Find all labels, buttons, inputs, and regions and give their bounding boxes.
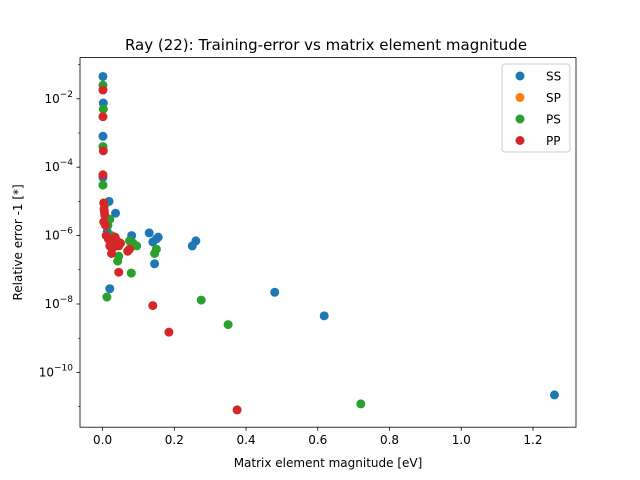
data-point-pp: [148, 301, 158, 311]
data-point-ss: [270, 287, 280, 297]
legend-box: [501, 63, 571, 153]
x-tick-label: 0.8: [380, 433, 399, 447]
data-point-pp: [103, 234, 113, 244]
legend-marker-sp: [515, 93, 525, 102]
y-tick-label: 10−10: [39, 363, 74, 379]
x-tick-label: 0.6: [308, 433, 327, 447]
data-point-pp: [114, 267, 124, 277]
x-tick-label: 0.2: [165, 433, 184, 447]
data-point-ps: [98, 104, 108, 114]
data-point-ss: [111, 208, 121, 218]
x-tick-label: 1.2: [523, 433, 542, 447]
data-point-ps: [150, 248, 160, 258]
data-point-ss: [319, 311, 329, 321]
data-point-pp: [107, 248, 117, 258]
data-point-ps: [356, 399, 366, 409]
x-tick-label: 1.0: [452, 433, 471, 447]
data-point-pp: [232, 405, 242, 415]
legend-label-ps: PS: [546, 113, 561, 127]
data-point-pp: [123, 246, 133, 256]
legend-marker-pp: [515, 136, 525, 145]
data-points: [98, 71, 559, 415]
data-point-ss: [187, 241, 197, 251]
data-point-pp: [98, 85, 108, 95]
data-point-pp: [98, 112, 108, 122]
data-point-pp: [98, 146, 108, 156]
y-tick-label: 10−4: [44, 158, 73, 174]
legend: SS SP PS PP: [501, 63, 571, 153]
legend-label-pp: PP: [546, 134, 560, 148]
x-tick-label: 0.0: [93, 433, 112, 447]
data-point-ss: [144, 228, 154, 238]
data-point-ss: [151, 234, 161, 244]
y-tick-label: 10−2: [44, 90, 73, 106]
legend-marker-ss: [515, 71, 525, 81]
data-point-pp: [100, 220, 110, 230]
legend-marker-ps: [515, 114, 525, 124]
data-point-ss: [549, 390, 559, 400]
data-point-ss: [150, 259, 160, 269]
data-point-ps: [126, 268, 136, 278]
data-point-ps: [132, 241, 142, 251]
x-axis-label: Matrix element magnitude [eV]: [234, 456, 423, 470]
data-point-ps: [98, 180, 108, 190]
data-point-pp: [116, 238, 126, 248]
data-point-ps: [196, 295, 206, 305]
y-axis-label: Relative error -1 [*]: [11, 184, 25, 300]
y-axis-ticks: 10−10 10−8 10−6 10−4 10−2: [39, 64, 80, 407]
y-tick-label: 10−6: [44, 227, 73, 243]
data-point-ps: [113, 256, 123, 266]
data-point-pp: [98, 170, 108, 180]
data-point-ss: [105, 284, 115, 294]
plot-area-frame: [79, 57, 577, 428]
x-axis-ticks: 0.0 0.2 0.4 0.6 0.8 1.0 1.2: [93, 427, 543, 447]
data-point-pp: [100, 210, 110, 220]
legend-label-ss: SS: [546, 70, 561, 84]
data-point-ps: [223, 320, 233, 330]
y-tick-label: 10−8: [44, 295, 73, 311]
data-point-ss: [98, 71, 108, 81]
chart-title: Ray (22): Training-error vs matrix eleme…: [125, 36, 527, 54]
legend-label-sp: SP: [546, 91, 561, 105]
data-point-ss: [98, 131, 108, 141]
data-point-pp: [164, 327, 174, 337]
data-point-ps: [102, 292, 112, 302]
x-tick-label: 0.4: [237, 433, 256, 447]
